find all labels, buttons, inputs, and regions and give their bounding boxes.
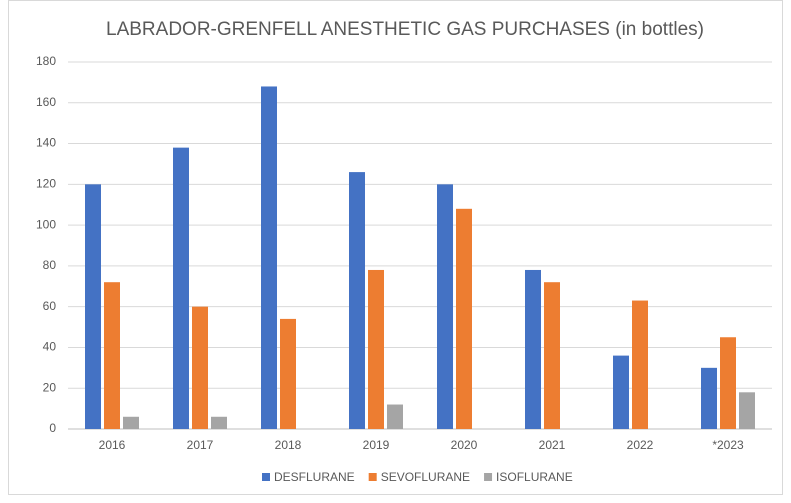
bar <box>387 404 403 429</box>
bar <box>701 367 717 429</box>
x-tick-label: 2018 <box>275 438 302 452</box>
bar <box>739 392 755 429</box>
y-tick-label: 140 <box>36 136 56 150</box>
y-tick-label: 180 <box>36 54 56 68</box>
bar <box>211 416 227 429</box>
bar <box>123 416 139 429</box>
legend-label: DESFLURANE <box>274 470 355 484</box>
bar <box>720 337 736 429</box>
bar <box>349 172 365 429</box>
bar <box>544 282 560 429</box>
bar <box>525 269 541 429</box>
bar <box>192 306 208 429</box>
y-tick-label: 0 <box>49 421 56 435</box>
bar <box>104 282 120 429</box>
x-tick-label: 2017 <box>187 438 214 452</box>
x-tick-label: 2022 <box>627 438 654 452</box>
y-tick-label: 80 <box>43 258 57 272</box>
legend-label: ISOFLURANE <box>496 470 573 484</box>
bar <box>368 269 384 429</box>
x-tick-label: 2016 <box>99 438 126 452</box>
bar <box>261 86 277 429</box>
y-tick-label: 100 <box>36 217 56 231</box>
x-tick-label: 2021 <box>539 438 566 452</box>
bar <box>437 184 453 429</box>
legend-swatch <box>368 473 377 481</box>
y-tick-label: 120 <box>36 177 56 191</box>
x-tick-label: 2020 <box>451 438 478 452</box>
y-tick-label: 20 <box>43 380 57 394</box>
y-tick-label: 40 <box>43 340 57 354</box>
x-tick-label: *2023 <box>712 438 744 452</box>
bar <box>280 318 296 429</box>
x-tick-label: 2019 <box>363 438 390 452</box>
legend-swatch <box>262 473 270 481</box>
bar <box>456 208 472 429</box>
y-tick-label: 160 <box>36 95 56 109</box>
legend-label: SEVOFLURANE <box>381 470 470 484</box>
bar <box>632 300 648 429</box>
y-tick-label: 60 <box>43 299 57 313</box>
bar <box>613 355 629 429</box>
bar <box>173 147 189 429</box>
bar <box>85 184 101 429</box>
legend-swatch <box>484 473 493 481</box>
chart-title: LABRADOR-GRENFELL ANESTHETIC GAS PURCHAS… <box>106 19 704 40</box>
